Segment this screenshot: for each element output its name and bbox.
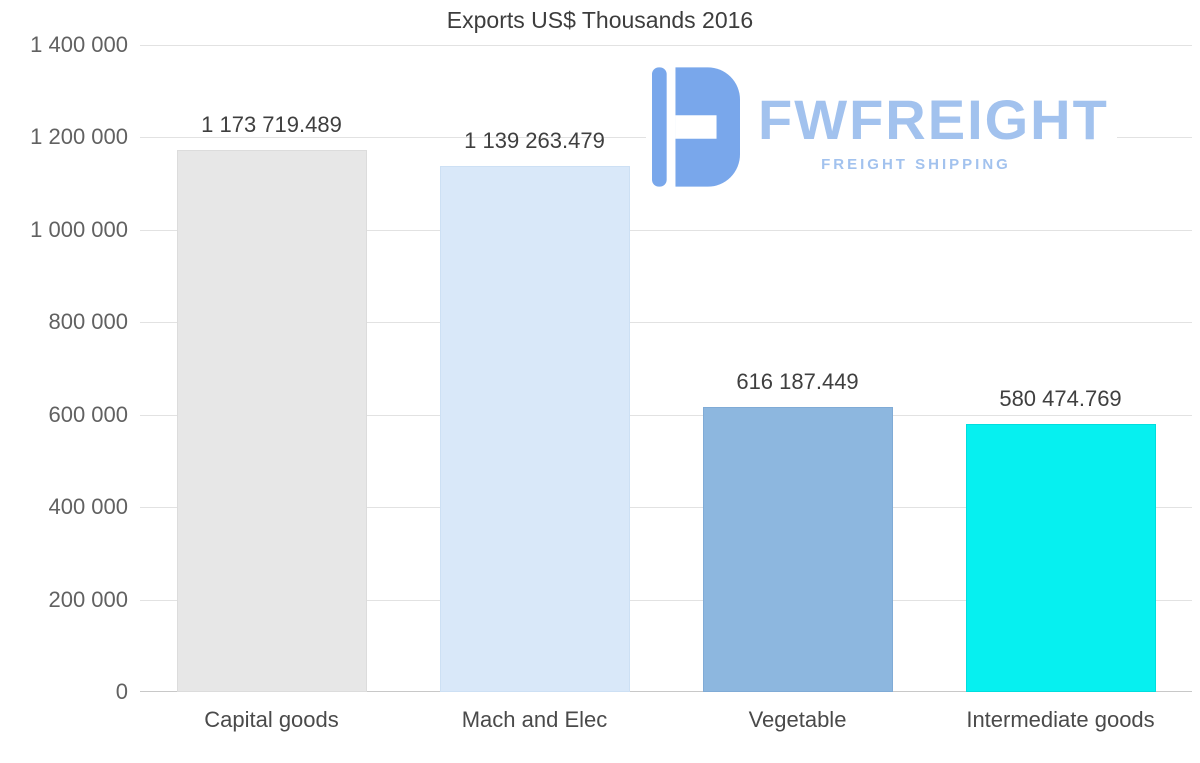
fwfreight-logo-icon	[652, 67, 740, 187]
bar-value-label: 1 173 719.489	[201, 111, 342, 137]
y-axis-tick-label: 1 200 000	[30, 124, 128, 150]
x-axis-category-label: Capital goods	[204, 707, 339, 732]
y-gridline	[140, 414, 1192, 416]
logo-left-bar	[652, 67, 667, 187]
y-gridline	[140, 507, 1192, 509]
bar-vegetable[interactable]	[702, 407, 893, 692]
bar-value-label: 1 139 263.479	[464, 127, 605, 153]
bar-mach-and-elec[interactable]	[439, 165, 630, 692]
y-axis-tick-label: 200 000	[48, 586, 128, 612]
logo-notch	[675, 115, 717, 139]
bar-value-label: 616 187.449	[736, 369, 859, 395]
x-axis-category-label: Mach and Elec	[461, 707, 608, 732]
y-axis-tick-label: 800 000	[48, 309, 128, 335]
y-axis-tick-label: 1 000 000	[30, 216, 128, 242]
y-axis-tick-label: 600 000	[48, 401, 128, 427]
x-axis-category-label: Vegetable	[748, 707, 847, 732]
brand-watermark: FWFREIGHT FREIGHT SHIPPING	[646, 62, 1117, 192]
y-gridline	[140, 229, 1192, 231]
y-gridline	[140, 45, 1192, 46]
y-gridline	[140, 599, 1192, 601]
y-axis-tick-label: 400 000	[48, 494, 128, 520]
plot-area: 1 173 719.489 1 139 263.479 616 187.449 580…	[140, 45, 1192, 692]
brand-text-block: FWFREIGHT FREIGHT SHIPPING	[758, 66, 1109, 174]
bar-capital-goods[interactable]	[176, 149, 367, 692]
y-axis-tick-label: 1 400 000	[30, 32, 128, 57]
x-axis-baseline	[140, 691, 1192, 692]
brand-name: FWFREIGHT	[758, 88, 1109, 151]
bar-value-label: 580 474.769	[999, 385, 1122, 411]
brand-tagline: FREIGHT SHIPPING	[821, 156, 1011, 173]
y-gridline	[140, 322, 1192, 324]
chart-title: Exports US$ Thousands 2016	[446, 7, 754, 33]
y-axis-tick-label: 0	[115, 679, 128, 704]
x-axis-category-label: Intermediate goods	[966, 707, 1155, 732]
bar-intermediate-goods[interactable]	[965, 423, 1156, 692]
